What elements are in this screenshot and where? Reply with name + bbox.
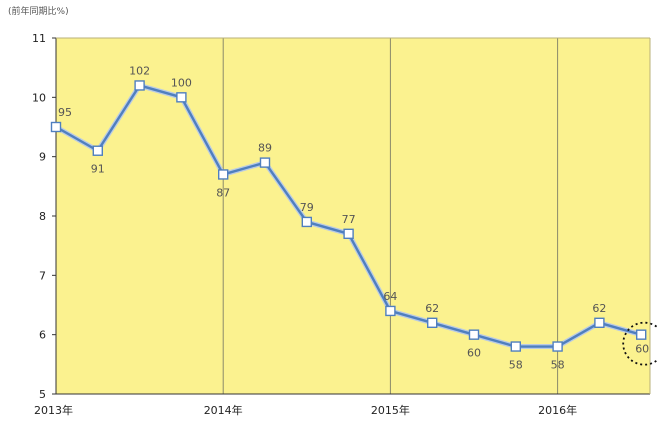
data-label-3: 100 (171, 76, 192, 89)
data-labels: 95 91 102 100 87 89 79 77 64 62 60 58 58 62 60 (58, 64, 649, 371)
data-label-1: 91 (91, 163, 105, 176)
data-point-8 (385, 305, 396, 317)
data-point-12 (552, 341, 563, 352)
data-point-0 (50, 121, 62, 133)
data-point-2 (134, 80, 145, 91)
y-unit-label: (前年同期比%) (8, 7, 69, 17)
data-label-6: 79 (300, 201, 314, 214)
data-point-7 (343, 228, 354, 240)
x-tick-label-0: 2013年 (34, 403, 73, 417)
y-tick-label-11: 11 (32, 32, 46, 45)
data-label-4: 87 (216, 186, 230, 199)
data-point-9 (427, 317, 438, 328)
data-label-7: 77 (342, 213, 356, 226)
highlight (622, 321, 658, 366)
data-label-0: 95 (58, 106, 72, 119)
data-label-11: 58 (509, 359, 523, 372)
data-label-14: 60 (635, 343, 649, 356)
data-point-6 (301, 216, 312, 228)
grid-lines (222, 38, 559, 394)
data-point-10 (468, 329, 480, 340)
data-point-5 (259, 157, 271, 168)
y-tick-label-8: 8 (39, 210, 46, 223)
data-point-13 (594, 317, 605, 328)
x-tick-label-3: 2016年 (538, 403, 577, 417)
y-tick-label-9: 9 (39, 151, 46, 164)
data-point-14 (636, 329, 647, 340)
data-label-5: 89 (258, 142, 272, 155)
data-label-12: 58 (551, 359, 565, 372)
data-label-8: 64 (383, 290, 397, 303)
highlight-circle (622, 321, 658, 366)
x-tick-label-2: 2015年 (371, 403, 410, 417)
plot-area (56, 38, 650, 394)
data-label-13: 62 (592, 302, 606, 315)
y-tick-label-6: 6 (39, 329, 46, 342)
data-label-2: 102 (129, 64, 150, 77)
y-tick-label-10: 10 (32, 91, 46, 104)
markers (50, 80, 647, 352)
data-point-4 (217, 169, 229, 180)
x-tick-label-1: 2014年 (204, 403, 243, 417)
y-tick-label-5: 5 (39, 388, 46, 401)
data-point-1 (92, 145, 104, 156)
data-label-9: 62 (425, 302, 439, 315)
data-point-3 (176, 92, 187, 103)
y-tick-label-7: 7 (39, 269, 46, 282)
data-point-11 (510, 341, 521, 352)
data-label-10: 60 (467, 347, 481, 360)
